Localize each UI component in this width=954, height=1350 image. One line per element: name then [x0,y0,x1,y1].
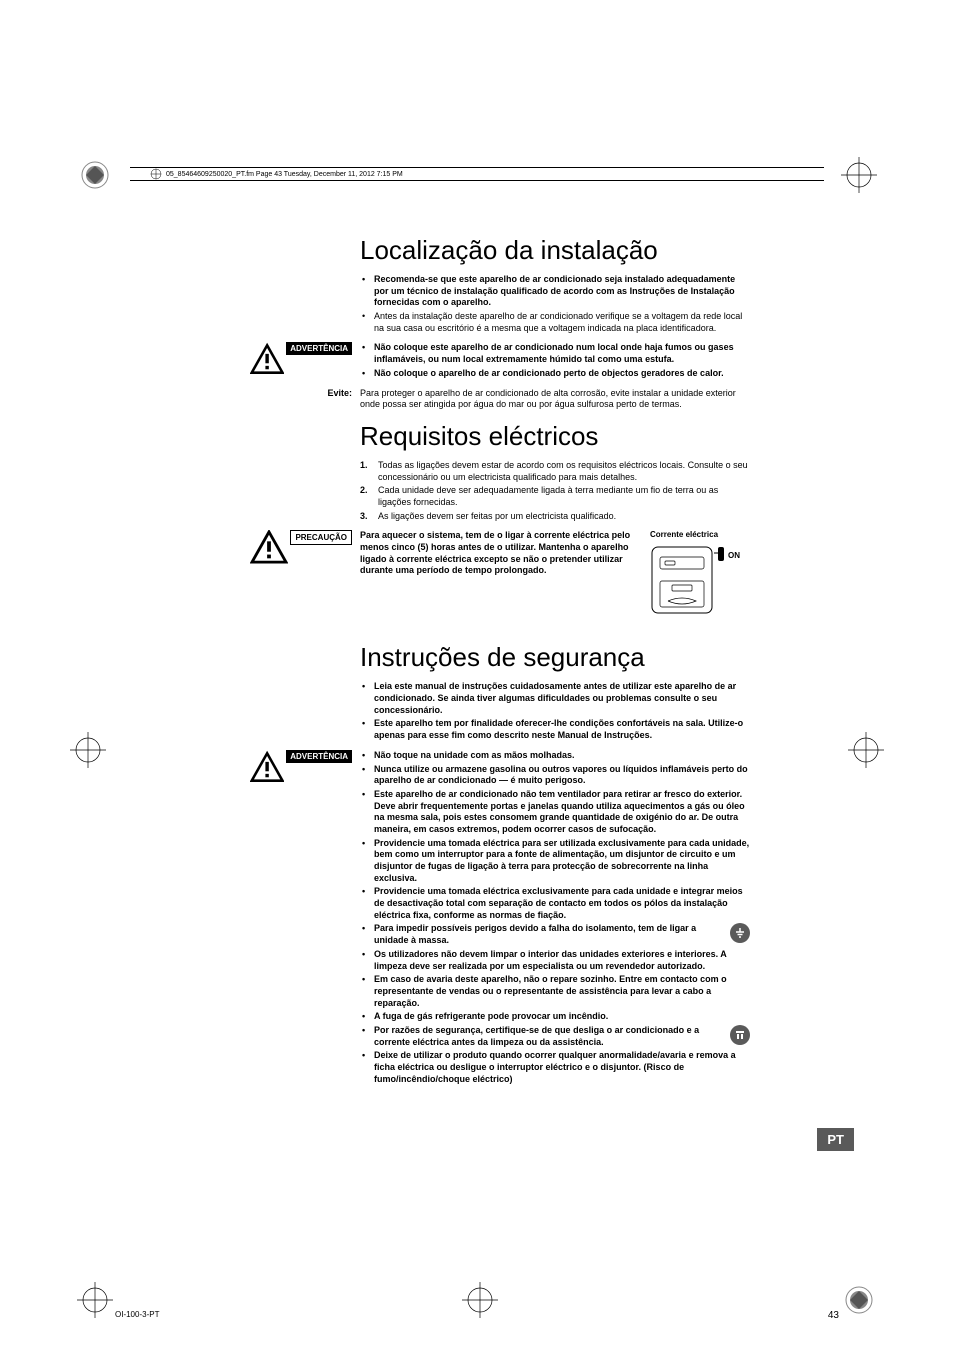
reg-mark-tr [839,155,879,195]
reg-mark-tl [75,155,115,195]
caution-text: Para aquecer o sistema, tem de o ligar à… [360,530,650,577]
s3-intro-1: Este aparelho tem por finalidade oferece… [360,718,750,741]
section2-title: Requisitos eléctricos [250,421,750,452]
svg-text:ON: ON [728,551,740,560]
s3-w-9: Por razões de segurança, certifique-se d… [360,1025,750,1048]
language-tab: PT [817,1128,854,1151]
s3-intro-0: Leia este manual de instruções cuidadosa… [360,681,750,716]
s3-w-1: Nunca utilize ou armazene gasolina ou ou… [360,764,750,787]
s2-num-1: 1.Todas as ligações devem estar de acord… [360,460,750,483]
footer-left: OI-100-3-PT [115,1310,159,1321]
s3-w-0: Não toque na unidade com as mãos molhada… [360,750,750,762]
reg-mark-ml [68,730,108,770]
evite-label: Evite: [250,388,360,411]
warning-triangle-icon-2 [250,750,284,784]
power-off-icon [730,1025,750,1045]
reg-mark-mr [846,730,886,770]
page-number: 43 [828,1310,839,1321]
reg-mark-br [839,1280,879,1320]
s3-w-6: Os utilizadores não devem limpar o inter… [360,949,750,972]
warning-triangle-icon [250,342,284,376]
s3-w-2: Este aparelho de ar condicionado não tem… [360,789,750,836]
reg-mark-bl [75,1280,115,1320]
s3-w-7: Em caso de avaria deste aparelho, não o … [360,974,750,1009]
power-diagram: Corrente eléctrica ON [650,530,750,618]
s1-intro-0: Recomenda-se que este aparelho de ar con… [360,274,750,309]
s3-w-5: Para impedir possíveis perigos devido a … [360,923,750,946]
s3-w-4: Providencie uma tomada eléctrica exclusi… [360,886,750,921]
s2-num-3: 3.As ligações devem ser feitas por um el… [360,511,750,523]
section1-title: Localização da instalação [250,235,750,266]
warn-label-1: ADVERTÊNCIA [286,342,352,355]
s3-w-10: Deixe de utilizar o produto quando ocorr… [360,1050,750,1085]
evite-text: Para proteger o aparelho de ar condicion… [360,388,750,411]
s2-num-2: 2.Cada unidade deve ser adequadamente li… [360,485,750,508]
ground-icon [730,923,750,943]
s3-w-3: Providencie uma tomada eléctrica para se… [360,838,750,885]
power-label: Corrente eléctrica [650,530,750,540]
s1-warn-0: Não coloque este aparelho de ar condicio… [360,342,750,365]
caution-label: PRECAUÇÃO [290,530,352,545]
warn-label-2: ADVERTÊNCIA [286,750,352,763]
s1-intro-1: Antes da instalação deste aparelho de ar… [360,311,750,334]
page-content: Localização da instalação Recomenda-se q… [250,225,750,1093]
s3-w-8: A fuga de gás refrigerante pode provocar… [360,1011,750,1023]
print-header-text: 05_85464609250020_PT.fm Page 43 Tuesday,… [166,171,403,178]
caution-triangle-icon [250,530,288,564]
s1-warn-1: Não coloque o aparelho de ar condicionad… [360,368,750,380]
section3-title: Instruções de segurança [250,642,750,673]
page-footer: OI-100-3-PT 43 [115,1310,839,1321]
print-header: 05_85464609250020_PT.fm Page 43 Tuesday,… [130,167,824,181]
